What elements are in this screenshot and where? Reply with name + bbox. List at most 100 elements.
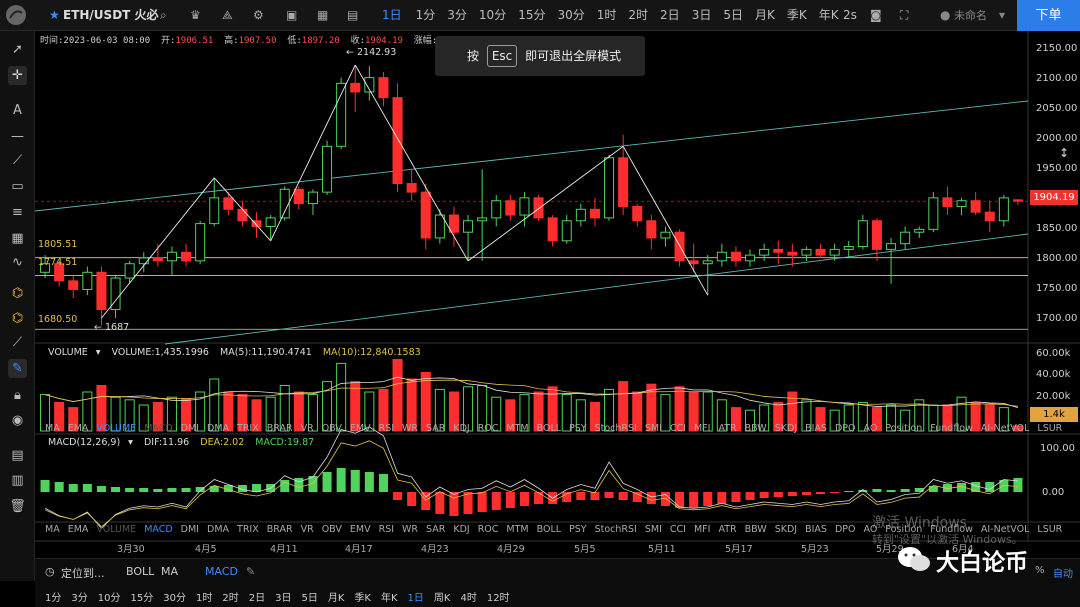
indicator-tab-mtm[interactable]: MTM bbox=[506, 524, 529, 535]
fibonacci-icon[interactable]: ▦ bbox=[11, 231, 24, 246]
timeframe-11[interactable]: 月K bbox=[754, 8, 775, 22]
indicator-tab-macd[interactable]: MACD bbox=[144, 524, 173, 535]
magnet-icon[interactable]: ⌬ bbox=[11, 286, 24, 301]
indicator-tab-ai-netvol[interactable]: AI-NetVOL bbox=[980, 423, 1030, 434]
volume-name[interactable]: VOLUME bbox=[48, 347, 88, 358]
indicator-tab-ao[interactable]: AO bbox=[863, 423, 878, 434]
indicator-tab-skdj[interactable]: SKDJ bbox=[774, 524, 798, 535]
timeframe-6[interactable]: 1时 bbox=[596, 8, 617, 22]
indicator-tab-atr[interactable]: ATR bbox=[718, 524, 737, 535]
indicator-tab-bbw[interactable]: BBW bbox=[744, 423, 767, 434]
period-11[interactable]: 季K bbox=[354, 593, 371, 604]
indicator-tab-stochrsi[interactable]: StochRSI bbox=[594, 423, 637, 434]
indicator-tab-cci[interactable]: CCI bbox=[669, 524, 686, 535]
indicator-tab-kdj[interactable]: KDJ bbox=[453, 423, 470, 434]
period-0[interactable]: 1分 bbox=[45, 593, 62, 604]
price-chart[interactable] bbox=[35, 31, 1080, 551]
script-icon[interactable]: ▥ bbox=[11, 473, 24, 488]
timeframe-8[interactable]: 2日 bbox=[660, 8, 680, 22]
period-7[interactable]: 2日 bbox=[248, 593, 266, 604]
ray-icon[interactable]: ⟋ bbox=[12, 153, 23, 168]
indicator-tab-volume[interactable]: VOLUME bbox=[96, 423, 137, 434]
locate-icon[interactable]: ◷ bbox=[45, 565, 55, 578]
indicator-tab-rsi[interactable]: RSI bbox=[378, 423, 395, 434]
indicator-tab-vr[interactable]: VR bbox=[300, 423, 314, 434]
eye-icon[interactable]: ◉ bbox=[11, 413, 24, 428]
indicator-tab-boll[interactable]: BOLL bbox=[536, 423, 562, 434]
indicator-tab-smi[interactable]: SMI bbox=[644, 524, 662, 535]
chevron-down-icon[interactable]: ▾ bbox=[95, 347, 101, 358]
chevron-down-icon[interactable]: ▾ bbox=[999, 8, 1006, 22]
indicator-tab-fundflow[interactable]: Fundflow bbox=[930, 524, 973, 535]
indicator-tab-atr[interactable]: ATR bbox=[718, 423, 737, 434]
timeframe-3[interactable]: 10分 bbox=[478, 8, 507, 22]
line-icon[interactable]: — bbox=[11, 129, 24, 144]
symbol-label[interactable]: ETH/USDT 火必 bbox=[63, 8, 159, 22]
indicator-tab-kdj[interactable]: KDJ bbox=[453, 524, 470, 535]
period-9[interactable]: 5日 bbox=[301, 593, 318, 604]
bottom-tab-boll[interactable]: BOLL bbox=[126, 565, 155, 578]
edit-icon[interactable]: ✎ bbox=[246, 565, 256, 578]
lock-icon[interactable]: 🔒︎ bbox=[14, 388, 21, 403]
star-icon[interactable]: ★ bbox=[49, 8, 60, 22]
indicator-tab-rsi[interactable]: RSI bbox=[378, 524, 395, 535]
window-icon[interactable]: ▤ bbox=[347, 8, 359, 22]
indicator-tab-fundflow[interactable]: Fundflow bbox=[930, 423, 973, 434]
indicator-tab-psy[interactable]: PSY bbox=[569, 524, 587, 535]
timeframe-1[interactable]: 1分 bbox=[415, 8, 436, 22]
rectangle-icon[interactable]: ▭ bbox=[11, 179, 24, 194]
layout-icon[interactable]: ▣ bbox=[286, 8, 298, 22]
indicator-tab-ai-netvol[interactable]: AI-NetVOL bbox=[980, 524, 1030, 535]
indicator-tab-emv[interactable]: EMV bbox=[349, 423, 371, 434]
order-button[interactable]: 下单 bbox=[1017, 0, 1080, 31]
channel-icon[interactable]: ≡ bbox=[12, 205, 23, 220]
indicator-tab-ema[interactable]: EMA bbox=[67, 423, 89, 434]
resize-icon[interactable]: ↕ bbox=[1059, 146, 1070, 160]
indicator-tab-bias[interactable]: BIAS bbox=[805, 423, 827, 434]
timeframe-12[interactable]: 季K bbox=[786, 8, 807, 22]
indicator-tab-brar[interactable]: BRAR bbox=[266, 524, 293, 535]
indicator-tab-ao[interactable]: AO bbox=[863, 524, 878, 535]
indicator-tab-dpo[interactable]: DPO bbox=[834, 423, 856, 434]
chart-icon[interactable]: ⟁ bbox=[222, 8, 233, 22]
indicator-tab-roc[interactable]: ROC bbox=[477, 524, 499, 535]
indicator-tab-stochrsi[interactable]: StochRSI bbox=[594, 524, 637, 535]
period-4[interactable]: 30分 bbox=[163, 593, 186, 604]
indicator-tab-smi[interactable]: SMI bbox=[644, 423, 662, 434]
wave-icon[interactable]: ∿ bbox=[12, 255, 23, 270]
indicator-tab-bbw[interactable]: BBW bbox=[744, 524, 767, 535]
indicator-tab-psy[interactable]: PSY bbox=[569, 423, 587, 434]
timeframe-10[interactable]: 5日 bbox=[723, 8, 743, 22]
auto-toggle[interactable]: 自动 bbox=[1053, 569, 1073, 580]
period-12[interactable]: 年K bbox=[380, 593, 398, 604]
timeframe-5[interactable]: 30分 bbox=[557, 8, 585, 22]
macd-name[interactable]: MACD(12,26,9) bbox=[48, 437, 121, 448]
ruler-icon[interactable]: ⟋ bbox=[12, 335, 23, 350]
period-14[interactable]: 周K bbox=[433, 593, 451, 604]
period-8[interactable]: 3日 bbox=[275, 593, 292, 604]
screen-icon[interactable]: ⛶ bbox=[900, 8, 909, 22]
indicator-tab-trix[interactable]: TRIX bbox=[237, 524, 259, 535]
cursor-icon[interactable]: ➚ bbox=[12, 42, 23, 57]
timeframe-7[interactable]: 2时 bbox=[628, 8, 649, 22]
period-6[interactable]: 2时 bbox=[222, 593, 239, 604]
indicator-tab-roc[interactable]: ROC bbox=[477, 423, 499, 434]
camera-icon[interactable]: ◙ bbox=[870, 8, 882, 22]
period-2[interactable]: 10分 bbox=[97, 593, 121, 604]
user-avatar[interactable]: ● bbox=[940, 8, 951, 22]
link-icon[interactable]: ⌬ bbox=[11, 311, 24, 326]
indicator-tab-macd[interactable]: MACD bbox=[144, 423, 173, 434]
indicator-tab-brar[interactable]: BRAR bbox=[266, 423, 293, 434]
period-1[interactable]: 3分 bbox=[71, 593, 88, 604]
search-icon[interactable]: ⌕ bbox=[160, 8, 167, 22]
indicator-tab-dmi[interactable]: DMI bbox=[180, 524, 199, 535]
indicator-tab-ema[interactable]: EMA bbox=[67, 524, 89, 535]
chevron-down-icon[interactable]: ▾ bbox=[128, 437, 133, 448]
indicator-tab-sar[interactable]: SAR bbox=[426, 423, 446, 434]
indicator-tab-dpo[interactable]: DPO bbox=[834, 524, 856, 535]
indicator-tab-cci[interactable]: CCI bbox=[669, 423, 686, 434]
indicator-tab-bias[interactable]: BIAS bbox=[805, 524, 827, 535]
crosshair-icon[interactable]: ✛ bbox=[8, 66, 27, 85]
timeframe-9[interactable]: 3日 bbox=[691, 8, 712, 22]
refresh-label[interactable]: 2s bbox=[843, 8, 857, 22]
